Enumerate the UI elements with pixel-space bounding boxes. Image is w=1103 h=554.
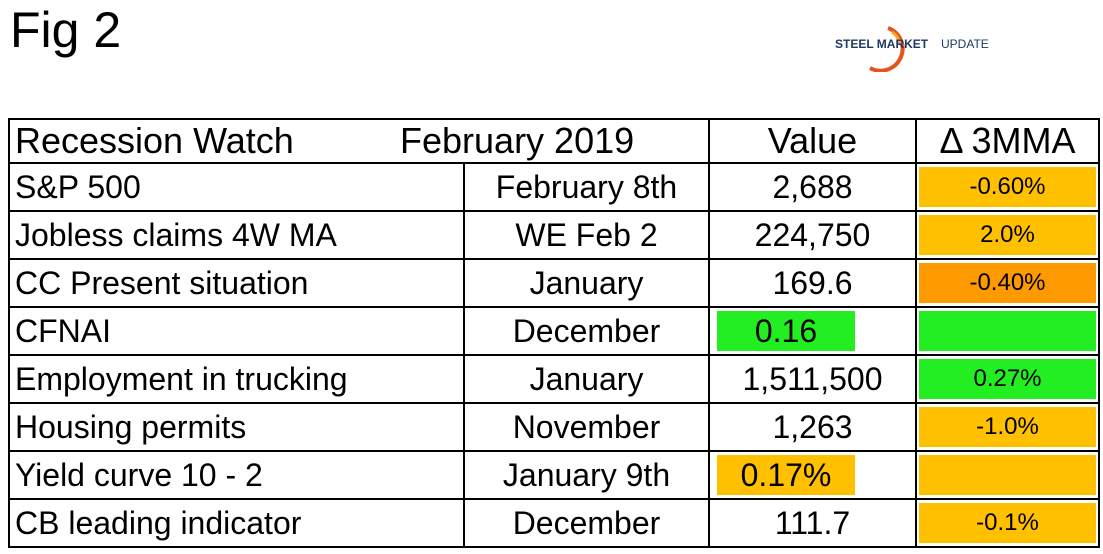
value-cell: 2,688	[708, 162, 917, 212]
value-cell: 111.7	[708, 498, 917, 548]
value-text: 2,688	[772, 168, 853, 205]
value-cell: 1,263	[708, 402, 917, 452]
table-row: Housing permits November 1,263 -1.0%	[8, 402, 1100, 452]
value-highlight: 0.17%	[717, 455, 855, 495]
logo-arc	[869, 26, 905, 72]
table-row: Yield curve 10 - 2 January 9th 0.17%	[8, 450, 1100, 500]
row-label: Jobless claims 4W MA	[8, 210, 465, 260]
value-cell: 0.17%	[708, 450, 917, 500]
recession-table: Recession Watch February 2019 Value Δ 3MM…	[8, 118, 1100, 548]
row-period: December	[463, 306, 710, 356]
value-text: 1,263	[772, 408, 853, 445]
delta-cell	[915, 450, 1100, 500]
value-text: 0.16	[754, 312, 818, 349]
value-cell: 224,750	[708, 210, 917, 260]
delta-cell	[915, 306, 1100, 356]
header-cell: Value	[708, 118, 917, 164]
value-cell: 0.16	[708, 306, 917, 356]
row-label: CB leading indicator	[8, 498, 465, 548]
row-period: February 8th	[463, 162, 710, 212]
delta-text: 2.0%	[980, 221, 1035, 248]
table-row: Employment in trucking January 1,511,500 0.…	[8, 354, 1100, 404]
delta-text: -0.60%	[969, 173, 1046, 200]
delta-cell: 0.27%	[915, 354, 1100, 404]
delta-cell: -0.40%	[915, 258, 1100, 308]
table-row: Jobless claims 4W MA WE Feb 2 224,750 2.0%	[8, 210, 1100, 260]
delta-cell: 2.0%	[915, 210, 1100, 260]
row-period: January 9th	[463, 450, 710, 500]
delta-highlight: -0.1%	[919, 503, 1096, 543]
delta-text: 0.27%	[973, 365, 1042, 392]
logo-light: UPDATE	[941, 37, 989, 51]
delta-highlight: -0.60%	[919, 167, 1096, 207]
delta-text: -0.40%	[969, 269, 1046, 296]
row-period: November	[463, 402, 710, 452]
delta-highlight: 2.0%	[919, 215, 1096, 255]
value-cell: 1,511,500	[708, 354, 917, 404]
delta-highlight: -1.0%	[919, 407, 1096, 447]
row-label: Yield curve 10 - 2	[8, 450, 465, 500]
logo-arc	[891, 30, 902, 45]
row-label: CC Present situation	[8, 258, 465, 308]
row-label: CFNAI	[8, 306, 465, 356]
row-label: S&P 500	[8, 162, 465, 212]
delta-highlight	[919, 311, 1096, 351]
header-row: Recession Watch February 2019 Value Δ 3MM…	[8, 118, 1100, 164]
value-text: 169.6	[772, 264, 853, 301]
table-row: CC Present situation January 169.6 -0.40%	[8, 258, 1100, 308]
delta-cell: -0.60%	[915, 162, 1100, 212]
value-text: 1,511,500	[742, 360, 883, 397]
figure-title: Fig 2	[10, 2, 122, 58]
delta-cell: -0.1%	[915, 498, 1100, 548]
row-period: December	[463, 498, 710, 548]
value-cell: 169.6	[708, 258, 917, 308]
delta-text: -1.0%	[976, 413, 1039, 440]
table-row: S&P 500 February 8th 2,688 -0.60%	[8, 162, 1100, 212]
value-text: 111.7	[774, 504, 851, 541]
delta-cell: -1.0%	[915, 402, 1100, 452]
row-period: January	[463, 354, 710, 404]
logo-strong: STEEL MARKET	[835, 37, 929, 51]
row-period: WE Feb 2	[463, 210, 710, 260]
row-label: Housing permits	[8, 402, 465, 452]
logo: STEEL MARKET UPDATE	[835, 26, 989, 72]
delta-highlight	[919, 455, 1096, 495]
delta-text: -0.1%	[976, 509, 1039, 536]
value-text: 224,750	[754, 216, 871, 253]
row-period: January	[463, 258, 710, 308]
header-cell: Δ 3MMA	[915, 118, 1100, 164]
table-row: CFNAI December 0.16	[8, 306, 1100, 356]
header-text: February 2019	[400, 120, 635, 161]
delta-highlight: -0.40%	[919, 263, 1096, 303]
value-text: 0.17%	[740, 456, 832, 493]
delta-highlight: 0.27%	[919, 359, 1096, 399]
row-label: Employment in trucking	[8, 354, 465, 404]
table-row: CB leading indicator December 111.7 -0.1%	[8, 498, 1100, 548]
header-text: Recession Watch	[15, 120, 294, 161]
header-cell: Recession Watch February 2019	[8, 118, 710, 164]
value-highlight: 0.16	[717, 311, 855, 351]
